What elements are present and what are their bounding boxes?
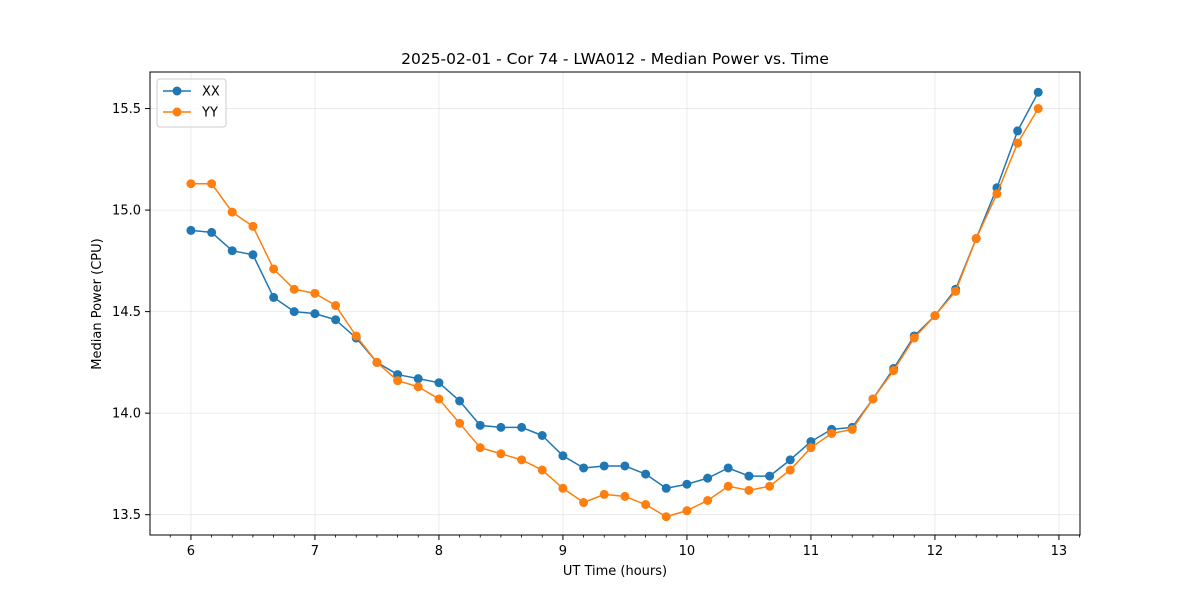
legend-label-yy: YY bbox=[201, 106, 218, 121]
data-point-xx bbox=[227, 246, 237, 256]
data-point-yy bbox=[310, 288, 320, 298]
data-point-yy bbox=[951, 286, 961, 296]
data-point-yy bbox=[496, 449, 506, 459]
legend-marker-xx bbox=[172, 86, 182, 96]
data-point-yy bbox=[248, 221, 258, 231]
data-point-xx bbox=[455, 396, 465, 406]
data-point-yy bbox=[765, 481, 775, 491]
x-tick-label: 12 bbox=[927, 544, 944, 559]
data-point-xx bbox=[207, 227, 217, 237]
data-point-yy bbox=[455, 418, 465, 428]
legend: XX YY bbox=[156, 78, 227, 128]
data-point-yy bbox=[579, 498, 589, 508]
data-point-yy bbox=[269, 264, 279, 274]
data-point-yy bbox=[806, 443, 816, 453]
y-axis-label: Median Power (CPU) bbox=[90, 238, 105, 369]
data-point-xx bbox=[434, 378, 444, 388]
data-point-yy bbox=[207, 179, 217, 189]
data-point-yy bbox=[723, 481, 733, 491]
data-point-yy bbox=[744, 485, 754, 495]
legend-marker-yy bbox=[172, 107, 182, 117]
data-point-xx bbox=[765, 471, 775, 481]
x-axis-label: UT Time (hours) bbox=[563, 564, 667, 579]
data-point-xx bbox=[723, 463, 733, 473]
data-point-yy bbox=[186, 179, 196, 189]
data-point-yy bbox=[434, 394, 444, 404]
data-point-xx bbox=[413, 374, 423, 384]
x-tick-label: 11 bbox=[803, 544, 820, 559]
data-point-xx bbox=[496, 422, 506, 432]
series-layer bbox=[186, 87, 1043, 522]
data-point-xx bbox=[475, 420, 485, 430]
data-point-yy bbox=[558, 483, 568, 493]
data-point-yy bbox=[289, 284, 299, 294]
y-tick-label: 15.5 bbox=[112, 102, 141, 117]
legend-label-xx: XX bbox=[202, 85, 220, 100]
data-point-xx bbox=[310, 309, 320, 319]
data-point-xx bbox=[269, 292, 279, 302]
data-point-yy bbox=[1013, 138, 1023, 148]
data-point-yy bbox=[227, 207, 237, 217]
data-point-yy bbox=[868, 394, 878, 404]
data-point-xx bbox=[289, 307, 299, 317]
data-point-yy bbox=[889, 366, 899, 376]
data-point-yy bbox=[1033, 104, 1043, 114]
data-point-xx bbox=[248, 250, 258, 260]
data-point-xx bbox=[661, 483, 671, 493]
data-point-yy bbox=[847, 424, 857, 434]
data-point-xx bbox=[579, 463, 589, 473]
data-point-xx bbox=[517, 422, 527, 432]
data-point-yy bbox=[413, 382, 423, 392]
data-point-xx bbox=[682, 479, 692, 489]
data-point-yy bbox=[372, 357, 382, 367]
data-point-xx bbox=[537, 430, 547, 440]
chart-title: 2025-02-01 - Cor 74 - LWA012 - Median Po… bbox=[401, 50, 829, 68]
data-point-yy bbox=[537, 465, 547, 475]
data-point-yy bbox=[475, 443, 485, 453]
data-point-yy bbox=[517, 455, 527, 465]
plot-frame bbox=[149, 71, 1081, 536]
data-point-xx bbox=[785, 455, 795, 465]
data-point-yy bbox=[785, 465, 795, 475]
data-point-xx bbox=[703, 473, 713, 483]
data-point-yy bbox=[703, 495, 713, 505]
data-point-xx bbox=[641, 469, 651, 479]
data-point-yy bbox=[351, 331, 361, 341]
x-tick-label: 7 bbox=[311, 544, 319, 559]
axis-layer: 6 7 8 9 10 11 12 13 13.5 14.0 14.5 15.0 15.5 bbox=[112, 102, 1080, 559]
grid-layer bbox=[150, 72, 1080, 535]
data-point-yy bbox=[331, 301, 341, 311]
data-point-yy bbox=[641, 500, 651, 510]
x-tick-label: 10 bbox=[679, 544, 696, 559]
x-tick-label: 8 bbox=[435, 544, 443, 559]
x-tick-label: 9 bbox=[559, 544, 567, 559]
data-point-xx bbox=[620, 461, 630, 471]
data-point-xx bbox=[558, 451, 568, 461]
data-point-yy bbox=[393, 376, 403, 386]
data-point-yy bbox=[930, 311, 940, 321]
data-point-yy bbox=[620, 491, 630, 501]
data-point-yy bbox=[661, 512, 671, 522]
data-point-yy bbox=[992, 189, 1002, 199]
x-tick-label: 13 bbox=[1051, 544, 1068, 559]
data-point-yy bbox=[971, 234, 981, 244]
data-point-yy bbox=[827, 428, 837, 438]
y-tick-label: 14.5 bbox=[112, 305, 141, 320]
data-point-yy bbox=[909, 333, 919, 343]
y-tick-label: 14.0 bbox=[112, 407, 141, 422]
data-point-xx bbox=[744, 471, 754, 481]
y-tick-label: 13.5 bbox=[112, 508, 141, 523]
data-point-xx bbox=[1013, 126, 1023, 136]
x-tick-label: 6 bbox=[187, 544, 195, 559]
data-point-xx bbox=[186, 225, 196, 235]
data-point-yy bbox=[682, 506, 692, 516]
data-point-xx bbox=[1033, 87, 1043, 97]
y-tick-label: 15.0 bbox=[112, 204, 141, 219]
data-point-xx bbox=[331, 315, 341, 325]
data-point-xx bbox=[599, 461, 609, 471]
data-point-yy bbox=[599, 489, 609, 499]
